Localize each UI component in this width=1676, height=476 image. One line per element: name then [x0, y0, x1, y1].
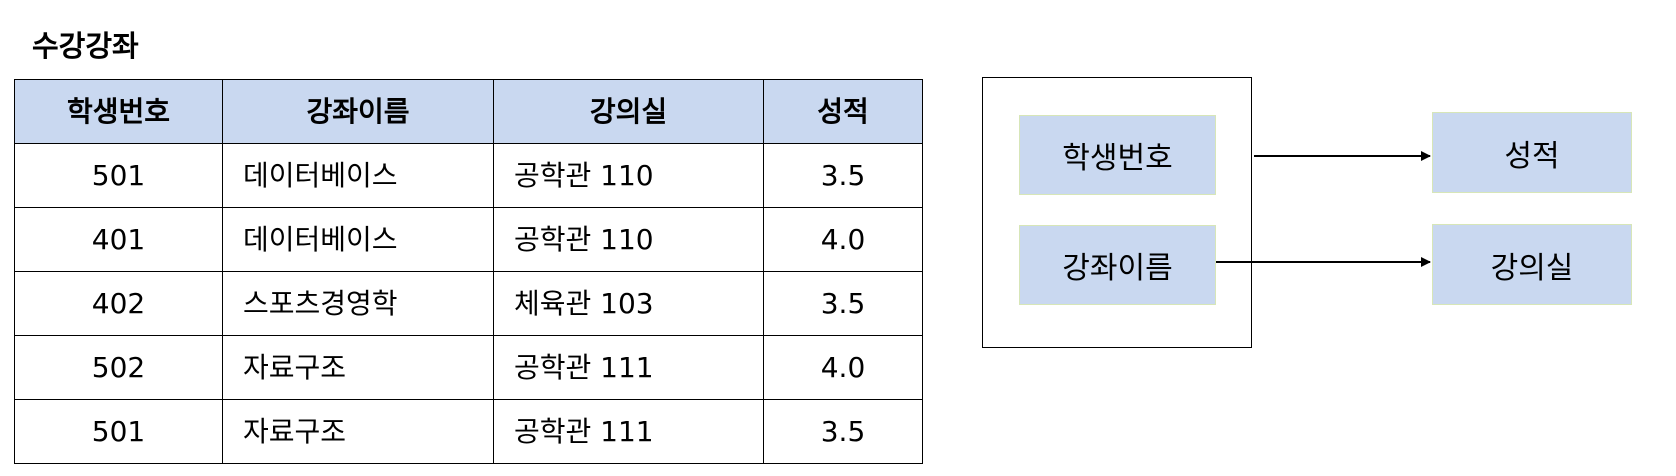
table-row: 501 데이터베이스 공학관 110 3.5: [14, 143, 923, 208]
cell-student-id: 502: [14, 335, 223, 400]
cell-course-name: 스포츠경영학: [222, 271, 494, 336]
cell-course-name: 자료구조: [222, 399, 494, 464]
cell-grade: 3.5: [763, 399, 923, 464]
cell-grade: 3.5: [763, 271, 923, 336]
dependent-box-room: 강의실: [1432, 224, 1632, 305]
cell-student-id: 501: [14, 399, 223, 464]
column-header-course-name: 강좌이름: [222, 79, 494, 144]
cell-student-id: 402: [14, 271, 223, 336]
table-header-row: 학생번호 강좌이름 강의실 성적: [14, 79, 923, 144]
table-row: 501 자료구조 공학관 111 3.5: [14, 399, 923, 464]
cell-room: 공학관 110: [493, 207, 764, 272]
cell-course-name: 데이터베이스: [222, 143, 494, 208]
determinant-box-course-name: 강좌이름: [1019, 225, 1216, 305]
cell-grade: 3.5: [763, 143, 923, 208]
cell-room: 공학관 111: [493, 399, 764, 464]
relation-title: 수강강좌: [32, 29, 139, 63]
cell-room: 체육관 103: [493, 271, 764, 336]
cell-course-name: 데이터베이스: [222, 207, 494, 272]
cell-grade: 4.0: [763, 207, 923, 272]
column-header-room: 강의실: [493, 79, 764, 144]
table-row: 502 자료구조 공학관 111 4.0: [14, 335, 923, 400]
cell-grade: 4.0: [763, 335, 923, 400]
composite-key-group: [982, 77, 1252, 348]
column-header-student-id: 학생번호: [14, 79, 223, 144]
table-row: 402 스포츠경영학 체육관 103 3.5: [14, 271, 923, 336]
dependent-box-grade: 성적: [1432, 112, 1632, 193]
determinant-box-student-id: 학생번호: [1019, 115, 1216, 195]
relation-table: 학생번호 강좌이름 강의실 성적 501 데이터베이스 공학관 110 3.5 …: [14, 79, 923, 464]
